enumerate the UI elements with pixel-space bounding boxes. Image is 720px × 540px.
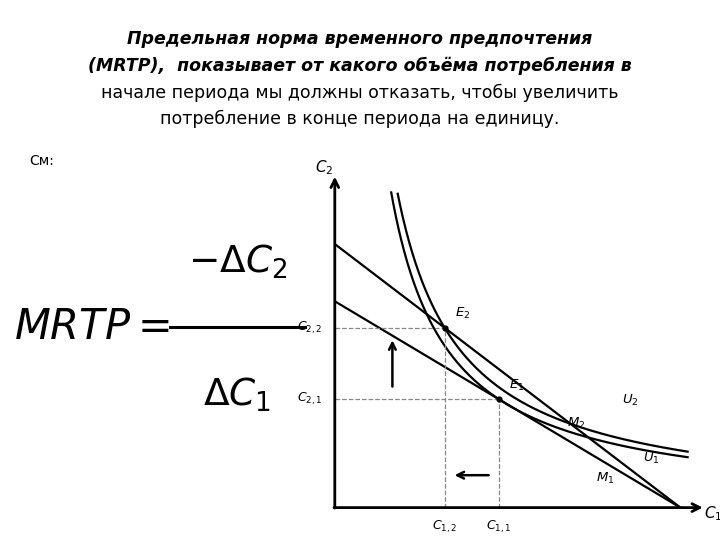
Text: $M_2$: $M_2$ — [567, 416, 585, 431]
Text: См:: См: — [29, 154, 54, 168]
Text: $C_{1,1}$: $C_{1,1}$ — [486, 519, 511, 535]
Text: $\Delta C_1$: $\Delta C_1$ — [203, 376, 271, 414]
Text: $E_2$: $E_2$ — [456, 306, 471, 321]
Text: начале периода мы должны отказать, чтобы увеличить: начале периода мы должны отказать, чтобы… — [102, 84, 618, 102]
Text: $U_2$: $U_2$ — [621, 393, 639, 408]
Text: (MRTP),  показывает от какого объёма потребления в: (MRTP), показывает от какого объёма потр… — [88, 57, 632, 75]
Text: $C_{1,2}$: $C_{1,2}$ — [432, 519, 457, 535]
Text: $C_{2,2}$: $C_{2,2}$ — [297, 320, 323, 336]
Text: Предельная норма временного предпочтения: Предельная норма временного предпочтения — [127, 30, 593, 48]
Text: $MRTP=$: $MRTP=$ — [14, 306, 170, 348]
Text: $C_{2,1}$: $C_{2,1}$ — [297, 391, 323, 407]
Text: $E_1$: $E_1$ — [510, 377, 525, 393]
Text: $U_1$: $U_1$ — [643, 451, 660, 467]
Text: $-\Delta C_2$: $-\Delta C_2$ — [188, 242, 287, 280]
Text: потребление в конце периода на единицу.: потребление в конце периода на единицу. — [161, 110, 559, 128]
Text: $M_1$: $M_1$ — [595, 471, 614, 486]
Text: $C_1$: $C_1$ — [703, 505, 720, 523]
Text: $C_2$: $C_2$ — [315, 158, 333, 177]
